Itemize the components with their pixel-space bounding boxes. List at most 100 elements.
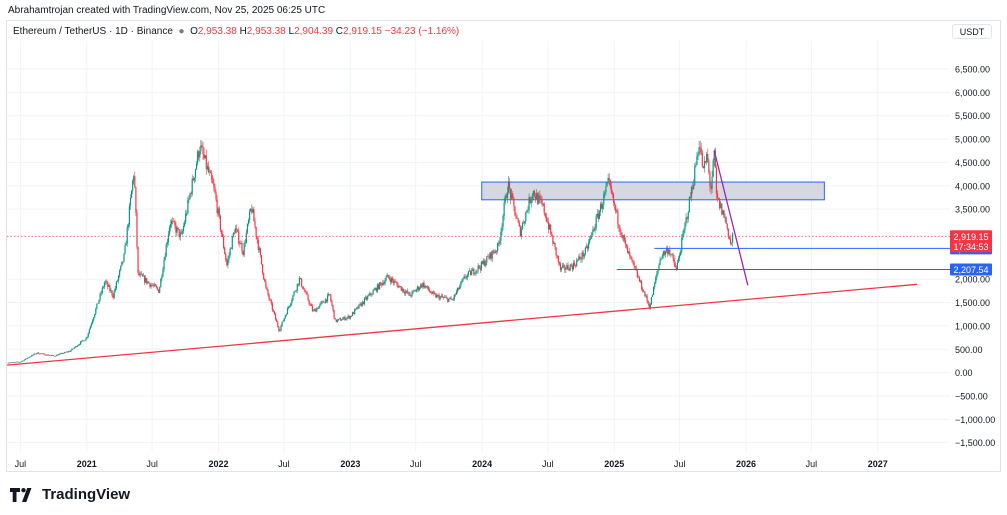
y-tick-label: 4,500.00 (955, 158, 990, 168)
candle-body (36, 352, 38, 354)
x-tick-label: 2022 (209, 459, 229, 469)
currency-label: USDT (959, 26, 985, 37)
candle (214, 183, 216, 194)
candle (711, 170, 713, 194)
chart-frame (6, 20, 1001, 472)
candle-body (122, 261, 124, 263)
candle (41, 353, 43, 355)
candle (453, 294, 455, 302)
candle (690, 185, 693, 202)
candle-body (357, 307, 359, 309)
candle-body (253, 209, 255, 222)
candle-body (636, 270, 638, 277)
candle (378, 282, 381, 290)
candle-body (677, 258, 680, 263)
candle (404, 289, 407, 297)
candle (513, 196, 515, 212)
candle (216, 195, 218, 217)
candle-body (78, 344, 81, 345)
candle (251, 204, 253, 215)
candle (146, 277, 148, 285)
candle-body (461, 280, 463, 283)
candle-body (141, 274, 143, 277)
candle-body (664, 251, 667, 255)
candle-body (50, 355, 53, 357)
candle (401, 286, 403, 293)
candle (445, 295, 447, 298)
candle-body (691, 187, 694, 189)
candle (508, 177, 511, 194)
candle-body (168, 227, 171, 235)
candle (474, 272, 476, 276)
candle (664, 250, 667, 258)
candle (178, 228, 180, 240)
candle (46, 354, 48, 356)
candle-body (469, 270, 472, 276)
candle-body (43, 353, 45, 355)
candle (63, 351, 66, 354)
candle (258, 245, 260, 253)
x-tick-label: Jul (15, 459, 27, 469)
y-tick-label: 6,500.00 (955, 65, 990, 75)
candle (495, 250, 498, 255)
candle (284, 314, 286, 319)
candle-body (448, 298, 450, 302)
candle (13, 361, 16, 363)
x-tick-label: 2021 (77, 459, 97, 469)
candle-body (333, 309, 335, 319)
candle-body (124, 245, 126, 254)
candle-body (680, 251, 682, 256)
candle-body (31, 355, 33, 357)
candle-body (433, 291, 435, 294)
candle-body (650, 297, 653, 305)
candle (268, 293, 270, 302)
candle-body (177, 227, 179, 230)
candle-body (557, 256, 559, 263)
candle (22, 360, 24, 362)
candle (697, 151, 699, 161)
candle (331, 299, 333, 307)
candle-body (229, 248, 231, 256)
candle-body (510, 188, 512, 199)
currency-selector[interactable]: USDT (952, 24, 992, 39)
candle-body (440, 295, 442, 297)
candle (526, 209, 528, 213)
candle (42, 353, 44, 355)
candle (194, 168, 197, 182)
candle (188, 195, 190, 204)
candle (721, 203, 723, 216)
candle-body (649, 304, 651, 309)
candle-body (148, 281, 150, 284)
candle (124, 242, 126, 255)
candle (299, 277, 302, 280)
symbol-label[interactable]: Ethereum / TetherUS · 1D · Binance (13, 26, 173, 37)
candle-body (498, 242, 500, 244)
candle-body (407, 290, 409, 294)
candle (247, 218, 250, 227)
candle (416, 285, 419, 292)
candle-body (24, 358, 27, 360)
candle (578, 254, 580, 262)
candle (285, 313, 288, 317)
y-axis: 6,500.00 6,000.00 5,500.00 5,000.00 4,500.00… (955, 65, 995, 449)
candle-body (707, 153, 709, 161)
candle-body (298, 277, 301, 285)
candle (323, 302, 325, 304)
candle (80, 340, 82, 345)
candle-body (404, 291, 407, 294)
candle (622, 234, 624, 242)
candle-body (195, 163, 198, 170)
last-price-box (950, 230, 992, 253)
candle-body (154, 284, 156, 287)
candle-body (447, 297, 449, 302)
candle-body (114, 288, 116, 291)
candle-body (579, 256, 581, 259)
candle (50, 354, 53, 357)
candle-body (37, 352, 40, 354)
descending-trendline (713, 150, 749, 286)
candle (306, 290, 308, 296)
candle-body (243, 242, 245, 255)
candle-body (34, 353, 36, 355)
candle (727, 228, 729, 240)
